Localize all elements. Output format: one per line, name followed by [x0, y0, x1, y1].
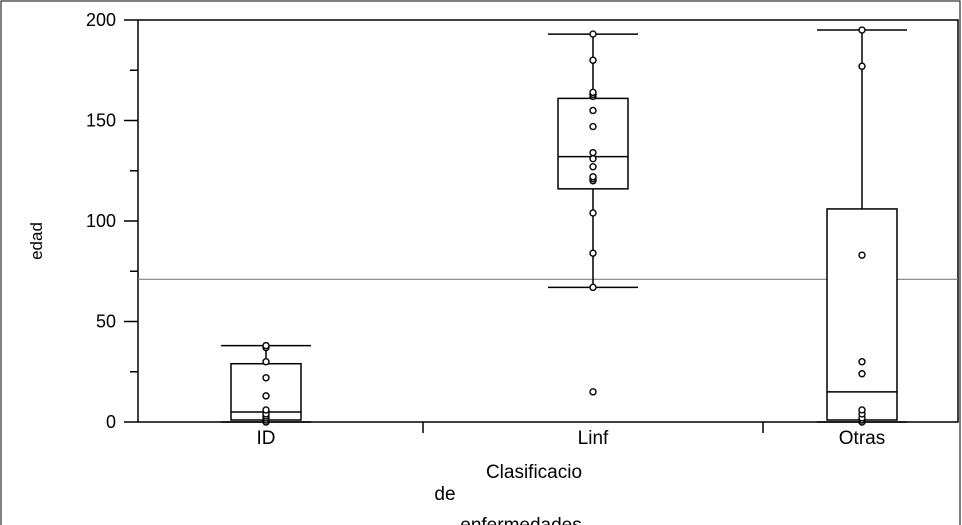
x-axis-title-line-3: enfermedades [460, 515, 581, 525]
x-category-label: Otras [839, 428, 885, 449]
data-point [589, 30, 597, 38]
y-tick-label: 100 [86, 211, 116, 231]
y-tick-label: 200 [86, 10, 116, 30]
box-otras [817, 26, 907, 426]
data-point [589, 163, 597, 171]
data-point [262, 406, 270, 414]
data-point [589, 283, 597, 292]
data-point [858, 406, 866, 414]
data-point [589, 88, 597, 97]
data-point [589, 148, 597, 157]
data-point [262, 392, 270, 400]
x-axis-title-line-1: Clasificacio [486, 462, 582, 483]
data-point [262, 374, 270, 382]
y-axis: 0 50 100 150 200 [86, 10, 138, 432]
data-point [858, 251, 866, 259]
box-id [221, 341, 311, 426]
x-axis: ID Linf Otras [257, 422, 885, 449]
x-axis-title-line-2: de [434, 484, 455, 505]
data-point [589, 122, 597, 131]
box-iqr [826, 208, 898, 421]
data-point [589, 56, 597, 64]
data-point [858, 62, 866, 70]
data-point [589, 173, 597, 181]
x-category-label: Linf [578, 428, 609, 449]
x-category-label: ID [257, 428, 276, 449]
data-point [858, 358, 866, 366]
data-point [589, 388, 597, 396]
data-point [589, 106, 597, 115]
y-tick-label: 150 [86, 111, 116, 131]
y-tick-label: 0 [106, 412, 116, 432]
data-point [262, 358, 270, 366]
data-point [589, 154, 597, 163]
y-tick-label: 50 [96, 312, 116, 332]
data-point [262, 341, 270, 350]
box-linf [548, 30, 638, 396]
data-point [858, 370, 866, 378]
y-axis-title: edad [27, 222, 46, 260]
data-point [589, 249, 597, 257]
boxes-group [221, 26, 907, 426]
data-point [589, 209, 597, 217]
data-point [858, 26, 866, 34]
